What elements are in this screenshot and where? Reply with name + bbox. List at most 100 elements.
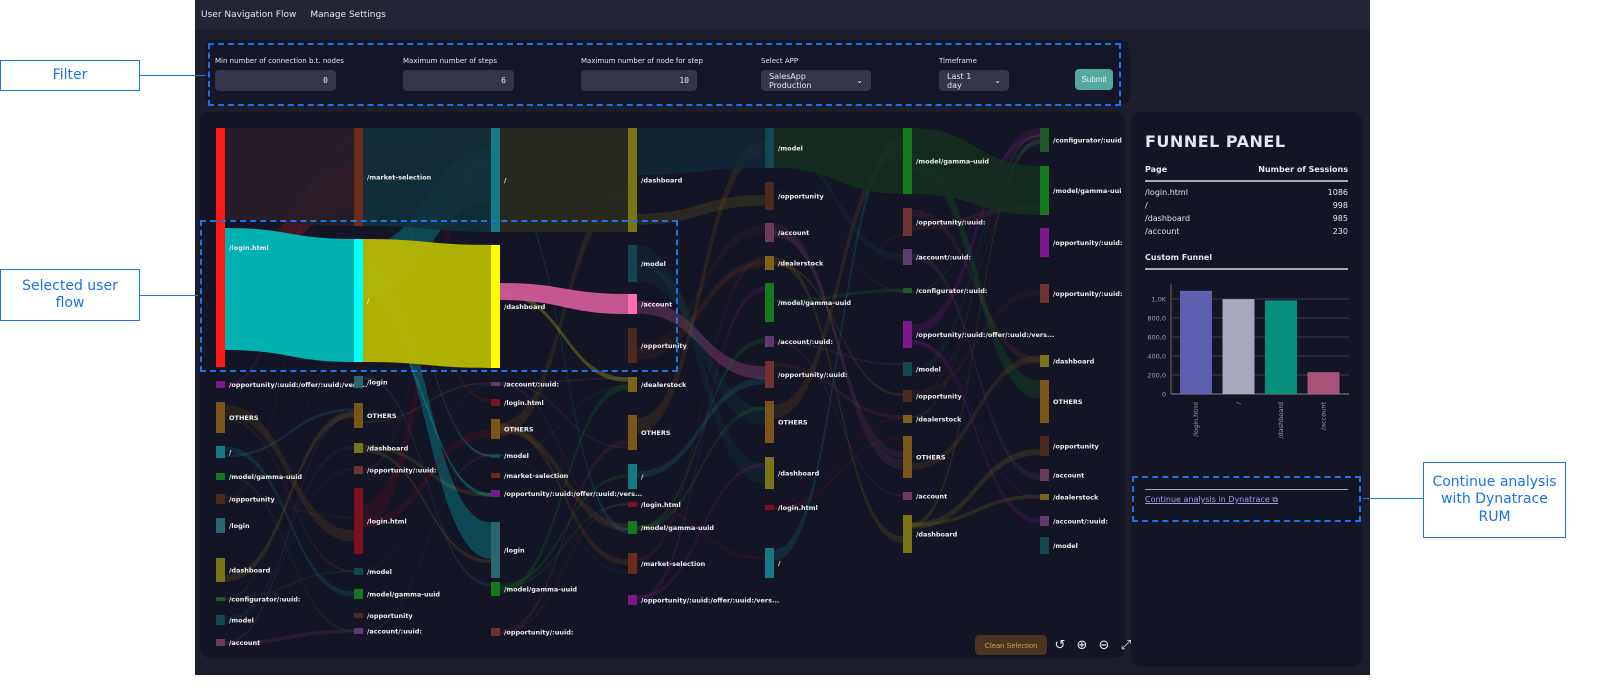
sankey-link[interactable] (225, 444, 354, 621)
sankey-node[interactable] (216, 128, 225, 367)
sankey-node[interactable] (216, 473, 225, 480)
sankey-node[interactable] (903, 390, 912, 402)
sankey-link[interactable] (225, 405, 354, 542)
sankey-link[interactable] (500, 454, 628, 574)
sankey-node[interactable] (903, 128, 912, 194)
sankey-node[interactable] (765, 505, 774, 510)
sankey-link[interactable] (637, 377, 765, 478)
sankey-node[interactable] (628, 415, 637, 450)
sankey-node[interactable] (216, 494, 225, 504)
sankey-node[interactable] (628, 377, 637, 392)
sankey-link[interactable] (637, 140, 765, 434)
sankey-node[interactable] (628, 128, 637, 232)
sankey-node[interactable] (1040, 516, 1049, 526)
sankey-link[interactable] (225, 412, 354, 644)
sankey-link[interactable] (225, 475, 354, 633)
sankey-node[interactable] (765, 401, 774, 443)
min-connection-input[interactable]: 0 (215, 70, 336, 91)
clean-selection-button[interactable]: Clean Selection (975, 635, 1047, 655)
sankey-node[interactable] (491, 128, 500, 232)
sankey-node[interactable] (903, 515, 912, 553)
continue-analysis-link[interactable]: Continue analysis in Dynatrace ⧉ (1145, 495, 1278, 505)
sankey-link[interactable] (500, 474, 628, 588)
sankey-link[interactable] (912, 134, 1040, 293)
sankey-link[interactable] (363, 128, 491, 232)
sankey-node[interactable] (354, 568, 363, 575)
funnel-bar[interactable] (1222, 299, 1255, 394)
sankey-link[interactable] (500, 195, 628, 457)
sankey-node[interactable] (1040, 166, 1049, 215)
sankey-node[interactable] (491, 582, 500, 596)
funnel-bar[interactable] (1265, 300, 1297, 394)
sankey-link[interactable] (912, 128, 1040, 215)
submit-button[interactable]: Submit (1075, 69, 1113, 90)
app-select[interactable]: SalesApp Production ⌄ (761, 70, 871, 91)
sankey-link[interactable] (225, 342, 354, 601)
selected-flow-link[interactable] (500, 283, 628, 314)
sankey-node[interactable] (903, 249, 912, 265)
sankey-node[interactable] (765, 457, 774, 489)
sankey-link[interactable] (637, 338, 765, 531)
sankey-link[interactable] (500, 182, 628, 534)
sankey-node[interactable] (216, 597, 225, 601)
sankey-node[interactable] (765, 361, 774, 388)
sankey-node[interactable] (765, 548, 774, 578)
sankey-node[interactable] (628, 245, 637, 282)
sankey-node[interactable] (216, 639, 225, 646)
sankey-diagram[interactable]: /login.html/opportunity/:uuid:/offer/:uu… (200, 112, 1125, 658)
sankey-link[interactable] (774, 289, 903, 303)
undo-icon[interactable]: ↺ (1054, 637, 1066, 653)
sankey-node[interactable] (628, 553, 637, 574)
sankey-link[interactable] (637, 194, 765, 225)
sankey-node[interactable] (1040, 380, 1049, 423)
sankey-link[interactable] (912, 134, 1040, 419)
sankey-link[interactable] (500, 291, 628, 383)
funnel-bar[interactable] (1307, 372, 1340, 394)
sankey-link[interactable] (774, 417, 903, 510)
sankey-link[interactable] (500, 439, 628, 636)
sankey-link[interactable] (637, 256, 765, 562)
sankey-link[interactable] (363, 454, 491, 633)
sankey-link[interactable] (912, 139, 1040, 374)
sankey-node[interactable] (903, 362, 912, 376)
sankey-node[interactable] (216, 402, 225, 433)
sankey-node[interactable] (628, 294, 637, 314)
sankey-link[interactable] (363, 444, 491, 497)
sankey-link[interactable] (774, 363, 903, 419)
sankey-link[interactable] (637, 502, 765, 560)
sankey-link[interactable] (637, 260, 765, 355)
sankey-node[interactable] (628, 502, 637, 507)
sankey-node[interactable] (216, 615, 225, 625)
sankey-link[interactable] (774, 224, 903, 470)
sankey-link[interactable] (500, 382, 628, 449)
sankey-node[interactable] (1040, 355, 1049, 367)
sankey-node[interactable] (903, 415, 912, 423)
sankey-link[interactable] (912, 154, 1040, 399)
sankey-link[interactable] (912, 138, 1040, 528)
sankey-link[interactable] (912, 339, 1040, 524)
sankey-link[interactable] (774, 233, 903, 510)
sankey-node[interactable] (903, 208, 912, 236)
selected-flow-link[interactable] (225, 228, 354, 362)
sankey-link[interactable] (912, 494, 1040, 527)
sankey-link[interactable] (500, 385, 628, 457)
sankey-link[interactable] (637, 245, 765, 484)
sankey-node[interactable] (628, 521, 637, 534)
sankey-node[interactable] (628, 464, 637, 489)
sankey-link[interactable] (774, 263, 903, 397)
sankey-link[interactable] (912, 128, 1040, 336)
expand-icon[interactable]: ⤢ (1120, 637, 1132, 653)
sankey-node[interactable] (765, 128, 774, 168)
sankey-link[interactable] (774, 128, 903, 194)
sankey-link[interactable] (774, 135, 903, 561)
sankey-node[interactable] (765, 182, 774, 210)
sankey-node[interactable] (1040, 128, 1049, 152)
sankey-node[interactable] (354, 403, 363, 428)
sankey-link[interactable] (500, 128, 628, 232)
selected-flow-link[interactable] (363, 239, 491, 368)
zoom-out-icon[interactable]: ⊖ (1098, 637, 1110, 653)
sankey-link[interactable] (500, 502, 628, 635)
sankey-link[interactable] (637, 128, 765, 175)
sankey-node[interactable] (903, 436, 912, 478)
sankey-node[interactable] (1040, 284, 1049, 303)
